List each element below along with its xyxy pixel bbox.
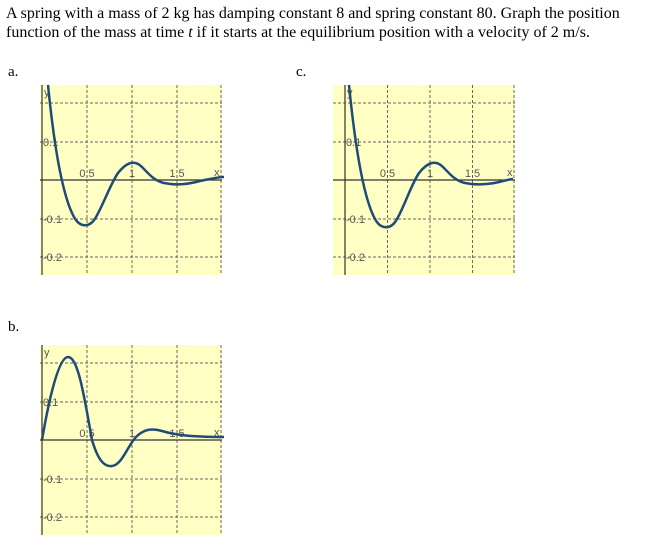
option-label: b. — [8, 319, 19, 335]
x-tick-label: 1 — [129, 428, 135, 440]
x-tick-label: 0.5 — [380, 168, 395, 180]
graph: 0.5 1 1.50.1-0.1-0.2xy — [40, 345, 225, 535]
curve — [347, 84, 514, 229]
question-text: function of the mass at time — [6, 24, 189, 41]
option-label: a. — [8, 64, 18, 80]
x-tick-label: 1.5 — [465, 168, 480, 180]
y-tick-label: 0.1 — [346, 137, 361, 149]
x-axis-label: x — [507, 167, 513, 179]
option-label: c. — [296, 64, 306, 80]
graph: 0.5 1 1.50.1-0.1-0.2xy — [333, 84, 515, 275]
x-tick-label: 0.5 — [79, 168, 94, 180]
y-tick-label: -0.1 — [346, 214, 365, 226]
y-tick-label: -0.1 — [43, 214, 62, 226]
y-tick-label: -0.1 — [43, 474, 62, 486]
graph: 0.5 1 1.50.1-0.1-0.2xy — [40, 84, 225, 275]
y-axis-label: y — [44, 347, 50, 359]
question: A spring with a mass of 2 kg has damping… — [6, 4, 620, 42]
y-axis-label: y — [44, 87, 50, 99]
question-variable: t — [188, 24, 193, 41]
x-axis-label: x — [214, 167, 220, 179]
y-tick-label: -0.2 — [346, 252, 365, 264]
y-tick-label: -0.2 — [43, 252, 62, 264]
x-tick-label: 1 — [427, 168, 433, 180]
x-tick-label: 1.5 — [169, 168, 184, 180]
curve — [40, 355, 225, 468]
x-axis-label: x — [214, 427, 220, 439]
y-tick-label: 0.1 — [43, 397, 58, 409]
question-text: if it starts at the equilibrium position… — [192, 24, 590, 41]
question-line: A spring with a mass of 2 kg has damping… — [6, 5, 620, 22]
x-tick-label: 1 — [129, 168, 135, 180]
curve — [46, 84, 225, 227]
y-tick-label: -0.2 — [43, 512, 62, 524]
